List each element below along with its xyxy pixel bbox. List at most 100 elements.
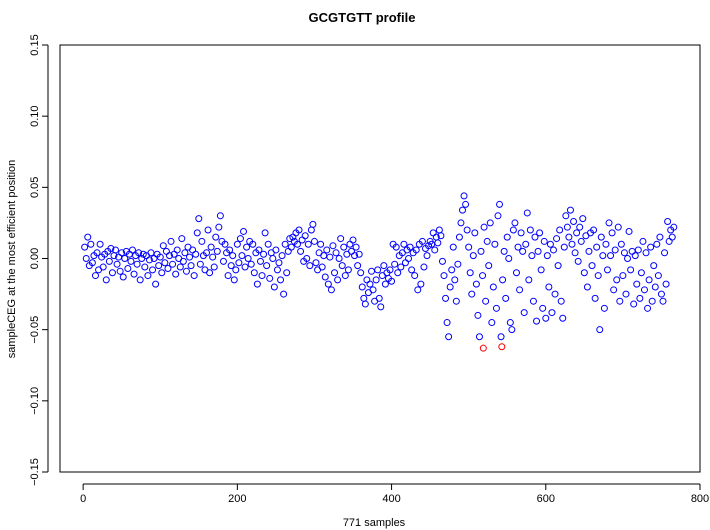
y-tick-label: 0.10: [29, 105, 41, 126]
data-point: [664, 217, 672, 225]
data-point: [133, 260, 141, 268]
x-tick-label: 200: [228, 493, 246, 505]
data-point: [657, 290, 665, 298]
data-point: [546, 240, 554, 248]
data-point: [338, 262, 346, 270]
data-point: [198, 237, 206, 245]
data-point: [340, 243, 348, 251]
data-point: [318, 263, 326, 271]
data-point: [337, 235, 345, 243]
x-tick-label: 600: [537, 493, 555, 505]
data-point: [241, 263, 249, 271]
data-point: [310, 237, 318, 245]
data-point: [533, 317, 541, 325]
data-point: [324, 280, 332, 288]
data-point: [637, 269, 645, 277]
y-axis-label: sampleCEG at the most efficient position: [6, 160, 18, 359]
data-point: [568, 240, 576, 248]
data-point: [87, 240, 95, 248]
data-point: [329, 242, 337, 250]
data-point: [164, 264, 172, 272]
data-point: [661, 249, 669, 257]
data-point: [573, 229, 581, 237]
data-point: [394, 269, 402, 277]
data-point: [377, 303, 385, 311]
data-point: [625, 227, 633, 235]
data-point: [659, 297, 667, 305]
data-point: [443, 319, 451, 327]
data-point: [526, 226, 534, 234]
data-point: [99, 263, 107, 271]
data-point: [221, 240, 229, 248]
data-point: [260, 250, 268, 258]
data-point: [468, 290, 476, 298]
data-point: [624, 255, 632, 262]
data-point: [577, 237, 585, 245]
data-point: [263, 262, 271, 270]
data-point: [195, 215, 203, 223]
data-point: [529, 297, 537, 305]
data-point: [537, 266, 545, 274]
data-point: [491, 240, 499, 248]
data-point: [368, 267, 376, 275]
data-point: [381, 280, 389, 288]
data-point: [331, 269, 339, 277]
data-point: [459, 206, 467, 214]
data-point: [361, 300, 369, 308]
data-point: [566, 206, 574, 214]
data-point: [622, 290, 630, 298]
data-point: [227, 262, 235, 270]
data-point: [145, 256, 153, 264]
data-point: [451, 276, 459, 284]
data-point: [256, 257, 264, 265]
data-point: [355, 250, 363, 258]
data-point: [653, 240, 661, 248]
data-point: [400, 240, 408, 248]
data-point: [204, 226, 212, 234]
data-point: [269, 255, 277, 262]
data-point: [181, 249, 189, 257]
data-point: [591, 294, 599, 302]
data-point: [557, 297, 565, 305]
data-point: [502, 294, 510, 302]
data-point: [457, 219, 465, 227]
data-point: [503, 233, 511, 241]
data-point: [162, 247, 170, 255]
data-point: [352, 243, 360, 251]
data-point: [121, 255, 129, 262]
data-point: [465, 243, 473, 251]
data-point: [283, 269, 291, 277]
data-point: [196, 260, 204, 268]
data-point: [563, 223, 571, 231]
data-point: [556, 226, 564, 234]
data-point: [565, 233, 573, 241]
data-point: [539, 304, 547, 312]
data-point: [411, 272, 419, 280]
data-point: [105, 257, 113, 265]
y-tick-label: −0.10: [29, 387, 41, 415]
data-point: [440, 272, 448, 280]
data-point: [250, 269, 258, 277]
data-point: [363, 276, 371, 284]
data-point: [429, 229, 437, 237]
data-point: [375, 294, 383, 302]
data-point: [386, 266, 394, 274]
data-point: [401, 259, 409, 267]
y-tick-label: 0.00: [29, 248, 41, 269]
data-point: [608, 229, 616, 237]
data-point: [553, 235, 561, 243]
data-point: [369, 286, 377, 294]
data-point: [540, 237, 548, 245]
data-point: [585, 247, 593, 255]
data-point: [517, 229, 525, 237]
data-point: [605, 219, 613, 227]
data-point: [346, 240, 354, 248]
data-point: [613, 276, 621, 284]
data-point: [130, 270, 138, 278]
data-point: [226, 246, 234, 254]
data-point: [391, 260, 399, 268]
data-point: [512, 269, 520, 277]
data-point: [522, 240, 530, 248]
data-point: [431, 246, 439, 254]
